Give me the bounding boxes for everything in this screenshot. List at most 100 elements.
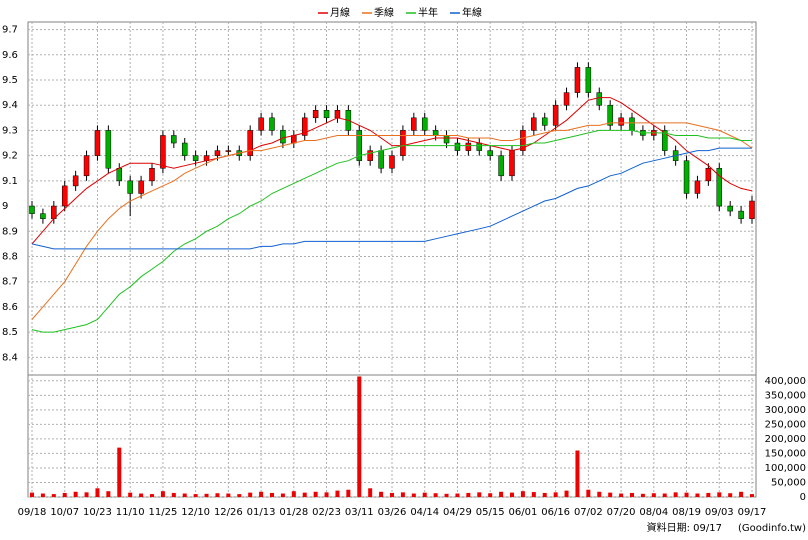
volume-bar bbox=[150, 494, 154, 497]
candle-body bbox=[727, 205, 733, 212]
candle-body bbox=[72, 175, 79, 187]
y-tick-label: 8.5 bbox=[2, 327, 18, 338]
candle-body bbox=[683, 160, 690, 194]
x-tick-label: 10/07 bbox=[50, 507, 79, 518]
volume-bar bbox=[117, 447, 122, 497]
volume-tick-label: 150,000 bbox=[765, 448, 806, 459]
volume-bar bbox=[324, 492, 329, 497]
x-tick-label: 09/17 bbox=[738, 507, 767, 518]
volume-bar bbox=[739, 491, 744, 497]
candle-body bbox=[171, 135, 177, 144]
candle-body bbox=[149, 167, 155, 182]
y-tick-label: 8.7 bbox=[2, 277, 18, 288]
y-tick-label: 8.6 bbox=[2, 302, 18, 313]
candle-body bbox=[585, 67, 592, 93]
volume-tick-label: 50,000 bbox=[771, 477, 806, 488]
volume-bar bbox=[422, 492, 427, 497]
volume-bar bbox=[248, 492, 253, 497]
volume-bar bbox=[270, 492, 274, 497]
candle-body bbox=[509, 150, 515, 177]
volume-bar bbox=[302, 492, 307, 497]
candle-body bbox=[411, 117, 417, 131]
y-tick-label: 9.3 bbox=[2, 125, 18, 136]
x-tick-label: 01/13 bbox=[247, 507, 276, 518]
candle-body bbox=[312, 110, 319, 119]
x-tick-label: 02/23 bbox=[312, 507, 341, 518]
candle-body bbox=[29, 205, 35, 214]
volume-bar bbox=[684, 492, 689, 497]
candle-body bbox=[607, 104, 613, 126]
legend-label: 半年 bbox=[418, 6, 438, 19]
candle-body bbox=[400, 130, 406, 156]
volume-bar bbox=[662, 493, 667, 497]
volume-bar bbox=[542, 492, 547, 497]
x-tick-label: 01/28 bbox=[279, 507, 308, 518]
candle-body bbox=[247, 130, 253, 156]
candle-body bbox=[181, 142, 188, 156]
x-tick-label: 09/03 bbox=[705, 507, 734, 518]
candle-body bbox=[160, 135, 166, 169]
volume-bar bbox=[488, 493, 493, 497]
moving-average-line bbox=[31, 147, 752, 250]
candle-body bbox=[116, 167, 123, 182]
candle-body bbox=[661, 130, 668, 151]
volume-bar bbox=[586, 489, 591, 497]
volume-bar bbox=[510, 492, 514, 497]
candle-body bbox=[214, 150, 221, 156]
candle-body bbox=[258, 117, 264, 131]
x-tick-label: 04/29 bbox=[443, 507, 472, 518]
candle-body bbox=[552, 104, 559, 126]
volume-bar bbox=[193, 494, 198, 497]
y-tick-label: 9 bbox=[2, 201, 8, 212]
candle-body bbox=[225, 150, 232, 152]
volume-tick-label: 200,000 bbox=[765, 434, 806, 445]
volume-bar bbox=[466, 492, 471, 497]
volume-bar bbox=[215, 493, 220, 497]
y-tick-label: 9.7 bbox=[2, 25, 18, 36]
candle-body bbox=[105, 130, 112, 169]
volume-bar bbox=[564, 490, 569, 497]
candle-body bbox=[563, 92, 570, 106]
candle-body bbox=[367, 150, 373, 161]
volume-tick-label: 100,000 bbox=[765, 463, 806, 474]
volume-bar bbox=[51, 494, 56, 497]
y-tick-label: 9.1 bbox=[2, 176, 18, 187]
moving-average-line bbox=[31, 122, 753, 320]
volume-bar bbox=[575, 450, 580, 497]
volume-bar bbox=[444, 493, 449, 497]
candle-body bbox=[269, 117, 275, 131]
volume-tick-label: 300,000 bbox=[765, 405, 806, 416]
volume-tick-label: 350,000 bbox=[765, 390, 806, 401]
volume-bar bbox=[390, 492, 394, 497]
candle-body bbox=[749, 200, 755, 219]
x-tick-label: 03/26 bbox=[378, 507, 407, 518]
y-tick-label: 9.4 bbox=[2, 100, 18, 111]
x-tick-label: 06/16 bbox=[541, 507, 570, 518]
volume-tick-label: 0 bbox=[800, 492, 806, 503]
volume-bar bbox=[411, 493, 416, 497]
x-tick-label: 12/26 bbox=[214, 507, 243, 518]
volume-bar bbox=[695, 493, 700, 497]
candle-body bbox=[356, 130, 363, 161]
x-tick-label: 06/01 bbox=[508, 507, 537, 518]
x-tick-label: 08/19 bbox=[672, 507, 701, 518]
candle-body bbox=[94, 130, 101, 156]
x-tick-label: 07/20 bbox=[607, 507, 636, 518]
volume-bar bbox=[95, 488, 100, 497]
volume-bar bbox=[400, 492, 405, 497]
volume-bar bbox=[640, 493, 645, 497]
volume-bar bbox=[226, 493, 231, 497]
candle-body bbox=[61, 185, 68, 207]
candle-body bbox=[138, 180, 144, 194]
candle-body bbox=[323, 110, 330, 119]
volume-bar bbox=[357, 376, 362, 497]
footnote: 資料日期: 09/17 bbox=[647, 521, 722, 534]
x-tick-label: 11/25 bbox=[148, 507, 177, 518]
candle-body bbox=[531, 117, 537, 131]
candle-body bbox=[705, 167, 712, 182]
volume-tick-label: 400,000 bbox=[765, 376, 806, 387]
volume-bar bbox=[717, 492, 722, 497]
legend-label: 月線 bbox=[330, 6, 350, 19]
volume-bar bbox=[237, 494, 242, 497]
